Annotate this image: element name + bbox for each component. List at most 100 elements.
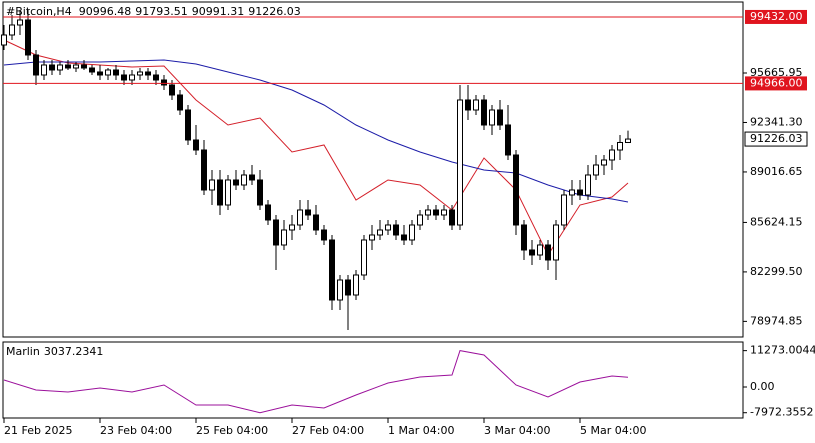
- candle-body: [1, 34, 7, 46]
- candle-body: [345, 279, 351, 296]
- x-tick-label: 27 Feb 04:00: [292, 424, 364, 437]
- candle-body: [545, 244, 551, 261]
- candle-body: [449, 209, 455, 226]
- indicator-value: 3037.2341: [44, 345, 104, 358]
- level-label-bg: [745, 9, 807, 24]
- symbol: #Bitcoin,H4: [6, 5, 72, 18]
- candle-body: [145, 71, 151, 76]
- candle-body: [17, 19, 23, 26]
- chart-header: #Bitcoin,H4 90996.48 91793.51 90991.31 91226…: [6, 5, 301, 18]
- candle-body: [129, 74, 135, 81]
- candle-body: [385, 224, 391, 231]
- candle-body: [273, 219, 279, 246]
- candle-body: [377, 229, 383, 236]
- candle-body: [441, 209, 447, 216]
- candle-body: [617, 141, 623, 151]
- candle-body: [153, 74, 159, 81]
- level-label-bg: [745, 76, 807, 91]
- candle-body: [553, 224, 559, 261]
- indicator-line: [3, 350, 629, 414]
- moving-average: [3, 59, 629, 203]
- candle-body: [281, 229, 287, 246]
- level-label: 94966.00: [750, 76, 803, 89]
- main-frame: [2, 1, 744, 338]
- y-tick-label: 89016.65: [750, 165, 803, 178]
- candle-body: [241, 174, 247, 186]
- candle-body: [49, 64, 55, 71]
- candle-body: [537, 244, 543, 256]
- candle-body: [433, 209, 439, 216]
- x-tick-label: 23 Feb 04:00: [100, 424, 172, 437]
- header-low: 90991.31: [192, 5, 245, 18]
- candle-body: [297, 209, 303, 226]
- candle-body: [81, 64, 87, 69]
- candle-body: [337, 279, 343, 301]
- candle-body: [409, 224, 415, 241]
- x-tick-label: 25 Feb 04:00: [196, 424, 268, 437]
- header-high: 91793.51: [135, 5, 188, 18]
- candle-body: [97, 71, 103, 76]
- y-tick-label: 95665.95: [750, 66, 803, 79]
- y-tick-label: 78974.85: [750, 314, 803, 327]
- x-tick-label: 5 Mar 04:00: [580, 424, 646, 437]
- candle-body: [481, 99, 487, 126]
- candle-body: [25, 19, 31, 56]
- candle-body: [185, 109, 191, 141]
- candle-body: [353, 274, 359, 296]
- candle-body: [577, 189, 583, 196]
- candle-body: [369, 234, 375, 241]
- y-tick-label: 11273.0044: [750, 344, 815, 357]
- candle-body: [313, 214, 319, 231]
- candle-body: [425, 209, 431, 216]
- candle-body: [473, 99, 479, 111]
- candle-body: [625, 138, 631, 143]
- y-tick-label: 85624.15: [750, 215, 803, 228]
- price-label-bg: [744, 131, 808, 147]
- candle-body: [401, 234, 407, 241]
- header-close: 91226.03: [248, 5, 301, 18]
- layer: 95665.95 92341.30 89016.65 85624.15 82299.50…: [1, 9, 815, 437]
- candle-body: [393, 224, 399, 236]
- candle-body: [201, 149, 207, 191]
- candle-body: [569, 189, 575, 196]
- y-tick-label: -7972.3552: [750, 406, 813, 419]
- candle-body: [361, 239, 367, 276]
- y-tick-label: 92341.30: [750, 115, 803, 128]
- price-label: 91226.03: [750, 132, 803, 145]
- candle-body: [233, 179, 239, 186]
- candle-body: [417, 214, 423, 226]
- header-open: 90996.48: [79, 5, 132, 18]
- x-tick-label: 3 Mar 04:00: [484, 424, 550, 437]
- candle-body: [9, 24, 15, 36]
- candle-body: [265, 204, 271, 221]
- x-tick-label: 21 Feb 2025: [4, 424, 72, 437]
- candle-body: [169, 84, 175, 96]
- candle-body: [193, 139, 199, 151]
- candle-body: [489, 109, 495, 126]
- candle-body: [609, 149, 615, 161]
- candle-body: [161, 79, 167, 86]
- indicator-legend: Marlin 3037.2341: [6, 345, 103, 358]
- y-tick-label: 82299.50: [750, 265, 803, 278]
- candle-body: [249, 174, 255, 181]
- candle-body: [121, 74, 127, 81]
- level-label: 99432.00: [750, 10, 803, 23]
- candle-body: [89, 67, 95, 73]
- candle-body: [561, 194, 567, 226]
- candle-body: [465, 99, 471, 111]
- candle-body: [521, 224, 527, 251]
- candle-body: [593, 164, 599, 176]
- indicator-frame: [2, 341, 744, 419]
- candle-body: [209, 179, 215, 191]
- candle-body: [321, 229, 327, 241]
- candle-body: [305, 209, 311, 216]
- candle-body: [217, 179, 223, 206]
- candle-body: [65, 64, 71, 69]
- candle-body: [601, 159, 607, 166]
- candle-body: [33, 54, 39, 76]
- candle-body: [289, 224, 295, 231]
- candle-body: [529, 249, 535, 256]
